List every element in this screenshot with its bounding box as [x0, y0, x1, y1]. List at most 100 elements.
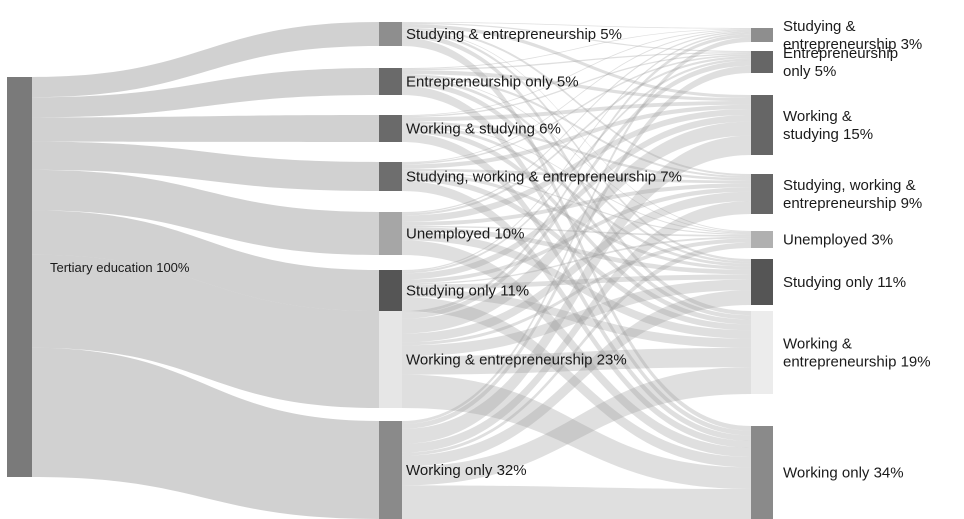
- flow-middle-6-to-destination-2: [402, 58, 751, 274]
- flow-middle-5-to-destination-2: [402, 56, 751, 216]
- flow-middle-1-to-destination-6: [402, 30, 751, 262]
- flow-middle-3-to-destination-3: [402, 101, 751, 122]
- node-middle-4: [379, 162, 402, 191]
- flow-middle-3-to-destination-6: [402, 124, 751, 267]
- flow-source-to-middle-3: [32, 115, 379, 142]
- flow-middle-4-to-destination-2: [402, 54, 751, 165]
- flow-middle-8-to-destination-2: [402, 65, 751, 429]
- flow-middle-2-to-destination-6: [402, 77, 751, 264]
- flow-middle-2-to-destination-4: [402, 74, 751, 179]
- flow-middle-1-to-destination-5: [402, 29, 751, 232]
- node-middle-3: [379, 115, 402, 142]
- node-destination-4: [751, 174, 773, 214]
- label-destination-entrepreneurship-only-5: Entrepreneurship only 5%: [783, 45, 898, 80]
- flow-middle-6-to-destination-8: [402, 296, 751, 468]
- label-destination-working-studying-15: Working & studying 15%: [783, 108, 873, 143]
- label-entrepreneurship-only-5: Entrepreneurship only 5%: [406, 74, 579, 91]
- flow-middle-5-to-destination-7: [402, 231, 751, 339]
- flow-middle-1-to-destination-7: [402, 33, 751, 316]
- flow-middle-6-to-destination-6: [402, 274, 751, 290]
- flow-middle-1-to-destination-3: [402, 23, 751, 99]
- flow-middle-6-to-destination-7: [402, 289, 751, 348]
- label-destination-studying-entrepreneurship-3: Studying & entrepreneurship 3%: [783, 18, 922, 53]
- flow-middle-7-to-destination-1: [402, 34, 751, 314]
- flow-middle-3-to-destination-2: [402, 53, 751, 118]
- flow-middle-6-to-destination-4: [402, 187, 751, 284]
- flow-source-to-middle-8: [32, 347, 379, 519]
- flow-source-to-middle-4: [32, 141, 379, 191]
- flow-middle-3-to-destination-4: [402, 121, 751, 181]
- flow-middle-3-to-destination-7: [402, 127, 751, 325]
- labels-layer: Tertiary education 100% Studying & entrep…: [50, 18, 931, 482]
- node-destination-8: [751, 426, 773, 519]
- flow-middle-7-to-destination-5: [402, 238, 751, 346]
- label-working-studying-6: Working & studying 6%: [406, 121, 561, 138]
- label-studying-only-11: Studying only 11%: [406, 283, 529, 300]
- node-middle-5: [379, 212, 402, 255]
- flow-middle-3-to-destination-5: [402, 123, 751, 234]
- node-destination-2: [751, 51, 773, 73]
- flow-middle-4-to-destination-6: [402, 172, 751, 270]
- flow-middle-5-to-destination-1: [402, 31, 751, 214]
- label-destination-working-entrepreneurship-19: Working & entrepreneurship 19%: [783, 336, 931, 371]
- flow-middle-4-to-destination-3: [402, 104, 751, 169]
- flow-source-to-middle-7: [32, 254, 379, 408]
- flow-middle-8-to-destination-4: [402, 201, 751, 453]
- flow-middle-6-to-destination-5: [402, 236, 751, 285]
- node-source: [7, 77, 32, 477]
- label-studying-working-entrepreneurship-7: Studying, working & entrepreneurship 7%: [406, 169, 682, 186]
- flow-middle-6-to-destination-1: [402, 32, 751, 272]
- flow-middle-1-to-destination-8: [402, 37, 751, 431]
- flow-middle-8-to-destination-8: [402, 485, 751, 519]
- label-destination-working-only-34: Working only 34%: [783, 465, 904, 482]
- node-destination-1: [751, 28, 773, 42]
- flow-middle-2-to-destination-7: [402, 80, 751, 320]
- node-middle-7: [379, 311, 402, 408]
- flow-middle-5-to-destination-6: [402, 227, 751, 275]
- node-middle-6: [379, 270, 402, 311]
- node-destination-3: [751, 95, 773, 155]
- flow-middle-3-to-destination-1: [402, 29, 751, 116]
- label-working-only-32: Working only 32%: [406, 462, 527, 479]
- flow-middle-4-to-destination-7: [402, 175, 751, 331]
- flow-middle-2-to-destination-8: [402, 85, 751, 436]
- node-middle-2: [379, 68, 402, 95]
- flow-middle-8-to-destination-1: [402, 37, 751, 424]
- flow-middle-4-to-destination-4: [402, 168, 751, 184]
- flow-source-to-middle-2: [32, 68, 379, 118]
- nodes-layer: [7, 22, 773, 519]
- label-destination-studying-only-11: Studying only 11%: [783, 274, 906, 291]
- flow-middle-4-to-destination-8: [402, 181, 751, 448]
- flow-middle-7-to-destination-4: [402, 191, 751, 343]
- flow-middle-1-to-destination-4: [402, 27, 751, 177]
- flow-middle-2-to-destination-1: [402, 28, 751, 69]
- flow-middle-8-to-destination-6: [402, 290, 751, 467]
- label-working-entrepreneurship-23: Working & entrepreneurship 23%: [406, 352, 627, 369]
- flow-middle-2-to-destination-5: [402, 76, 751, 233]
- flow-middle-5-to-destination-3: [402, 108, 751, 222]
- flow-middle-4-to-destination-5: [402, 171, 751, 235]
- flow-source-to-middle-6: [32, 210, 379, 311]
- flow-middle-1-to-destination-2: [402, 22, 751, 53]
- flow-middle-3-to-destination-8: [402, 132, 751, 442]
- flow-middle-5-to-destination-5: [402, 225, 751, 237]
- flow-middle-8-to-destination-3: [402, 135, 751, 444]
- flow-middle-6-to-destination-3: [402, 115, 751, 280]
- flow-middle-7-to-destination-2: [402, 60, 751, 319]
- flow-middle-7-to-destination-6: [402, 279, 751, 357]
- flow-middle-5-to-destination-4: [402, 183, 751, 226]
- flow-middle-8-to-destination-5: [402, 242, 751, 456]
- label-studying-entrepreneurship-5: Studying & entrepreneurship 5%: [406, 26, 622, 43]
- label-destination-studying-working-entrepreneurship-9: Studying, working & entrepreneurship 9%: [783, 177, 922, 212]
- label-source: Tertiary education 100%: [50, 260, 190, 275]
- flow-middle-7-to-destination-3: [402, 121, 751, 334]
- node-middle-8: [379, 421, 402, 519]
- flow-middle-7-to-destination-8: [402, 374, 751, 489]
- flow-middle-2-to-destination-3: [402, 70, 751, 102]
- flow-middle-1-to-destination-1: [402, 22, 751, 29]
- node-destination-5: [751, 231, 773, 248]
- flow-source-to-middle-5: [32, 169, 379, 255]
- node-destination-7: [751, 311, 773, 394]
